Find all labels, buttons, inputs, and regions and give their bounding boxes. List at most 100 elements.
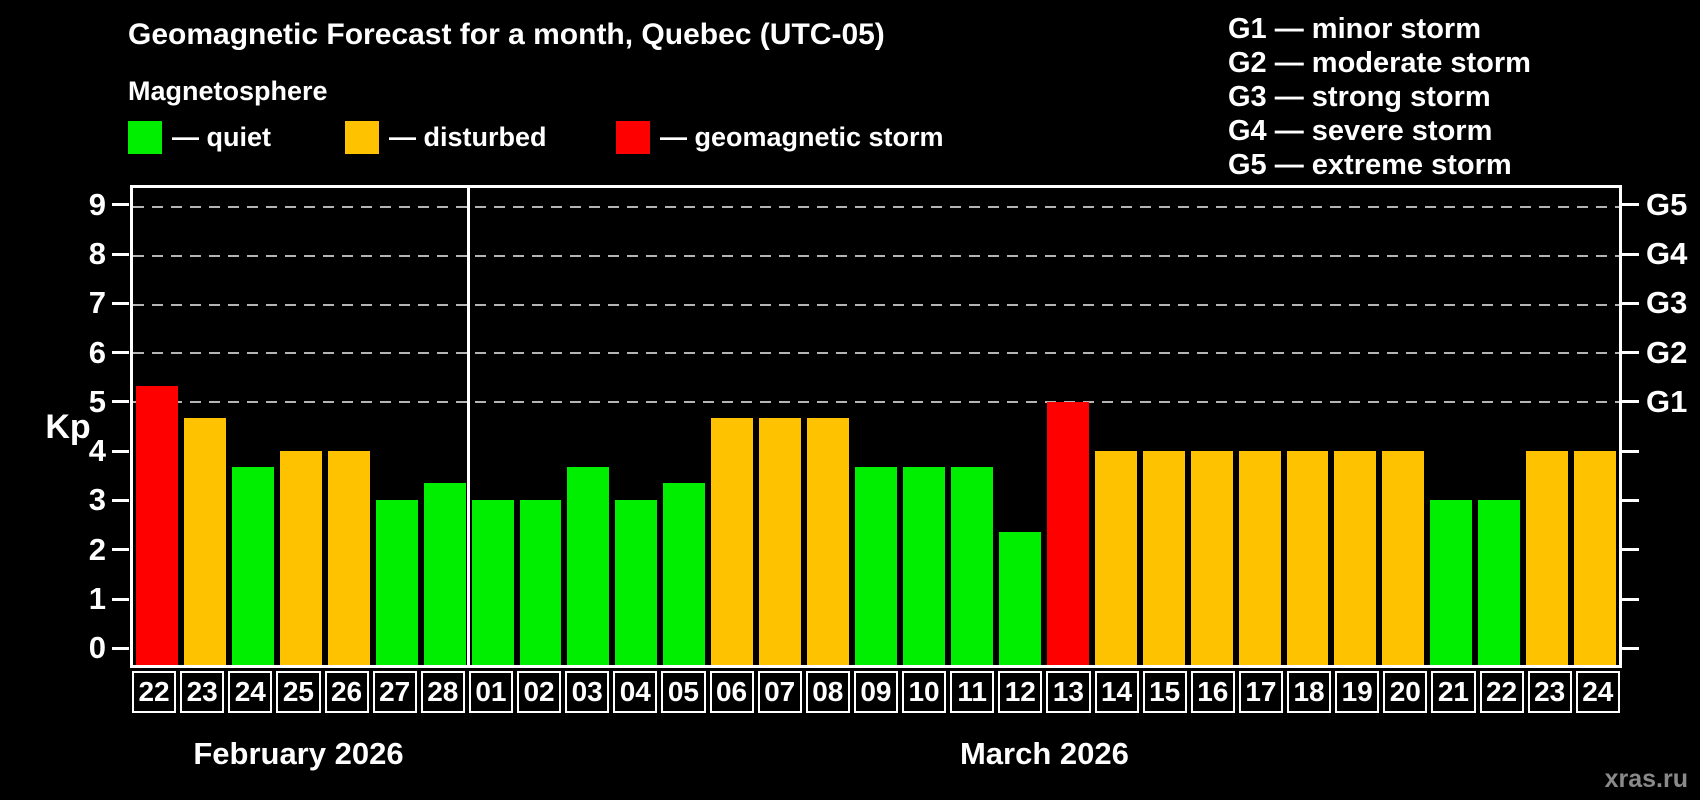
bar-day-14	[1094, 450, 1137, 665]
gridline-kp5	[133, 401, 1619, 404]
right-tick-6	[1622, 351, 1639, 355]
y-tick-3	[112, 498, 129, 502]
y-tick-label-8: 8	[88, 236, 106, 271]
right-axis-label-G3: G3	[1646, 285, 1688, 321]
bar-slot-23	[181, 188, 229, 665]
right-tick-7	[1622, 301, 1639, 305]
y-tick-label-2: 2	[88, 531, 106, 567]
date-cell-mar-09: 09	[853, 671, 898, 713]
y-tick-0	[112, 646, 129, 650]
bar-day-10	[903, 466, 945, 665]
date-cell-feb-23: 23	[180, 671, 225, 713]
bar-day-05	[663, 483, 706, 665]
plot-area	[130, 185, 1622, 668]
y-tick-label-5: 5	[88, 383, 106, 419]
bar-day-27	[375, 499, 418, 665]
right-axis-label-G4: G4	[1646, 236, 1688, 271]
date-cell-mar-15: 15	[1142, 671, 1187, 713]
date-cell-mar-03: 03	[565, 671, 610, 713]
g-scale-legend: G1 — minor storm G2 — moderate storm G3 — …	[1228, 12, 1531, 182]
bar-slot-28	[421, 188, 469, 665]
y-tick-5	[112, 400, 129, 404]
watermark: xras.ru	[1604, 765, 1688, 793]
bar-day-17	[1238, 450, 1281, 665]
bar-slot-18	[1284, 188, 1332, 665]
date-cell-mar-04: 04	[613, 671, 658, 713]
bar-day-28	[423, 483, 466, 665]
date-cell-mar-10: 10	[902, 671, 947, 713]
legend-label-disturbed: — disturbed	[389, 121, 547, 152]
bar-day-19	[1334, 450, 1377, 665]
date-cell-mar-18: 18	[1287, 671, 1332, 713]
date-cell-feb-22: 22	[132, 671, 177, 713]
x-axis-date-row: 22 23 24 25 26 27 28 01 02 03 04 05 06 07 08 09 10 11 12 13…	[130, 671, 1622, 713]
bar-slot-14	[1092, 188, 1140, 665]
date-cell-feb-25: 25	[276, 671, 321, 713]
y-tick-7	[112, 301, 129, 305]
date-cell-mar-14: 14	[1094, 671, 1139, 713]
date-cell-mar-17: 17	[1238, 671, 1283, 713]
date-cell-mar-11: 11	[950, 671, 995, 713]
g-scale-line-5: G5 — extreme storm	[1228, 149, 1512, 181]
y-tick-label-7: 7	[88, 285, 106, 321]
gridline-kp8	[133, 255, 1619, 258]
bar-day-11	[950, 466, 993, 665]
legend-item-quiet: — quiet	[128, 120, 271, 154]
g-scale-line-4: G4 — severe storm	[1228, 115, 1493, 147]
date-cell-mar-19: 19	[1335, 671, 1380, 713]
bar-slot-22	[1475, 188, 1523, 665]
g-scale-line-3: G3 — strong storm	[1228, 81, 1491, 113]
y-tick-4	[112, 449, 129, 453]
date-cell-mar-06: 06	[709, 671, 754, 713]
y-tick-label-1: 1	[88, 581, 106, 616]
bar-slot-22	[133, 188, 181, 665]
date-cell-mar-05: 05	[661, 671, 706, 713]
bar-slot-11	[948, 188, 996, 665]
bar-day-22	[1478, 499, 1521, 665]
bar-slot-02	[517, 188, 565, 665]
bar-slot-01	[469, 188, 517, 665]
right-tick-9	[1622, 203, 1639, 207]
quiet-swatch-icon	[128, 120, 162, 154]
bar-slot-09	[852, 188, 900, 665]
bar-day-12	[998, 532, 1041, 665]
bar-slot-12	[996, 188, 1044, 665]
date-cell-mar-13: 13	[1046, 671, 1091, 713]
right-axis-label-G1: G1	[1646, 383, 1688, 419]
right-axis-label-G5: G5	[1646, 186, 1688, 222]
gridline-kp9	[133, 206, 1619, 209]
date-cell-feb-28: 28	[420, 671, 465, 713]
bar-day-16	[1190, 450, 1233, 665]
y-tick-9	[112, 203, 129, 207]
bar-slot-19	[1331, 188, 1379, 665]
bar-slot-24	[229, 188, 277, 665]
y-tick-8	[112, 252, 129, 256]
bar-slot-05	[660, 188, 708, 665]
bar-slot-27	[373, 188, 421, 665]
bar-day-25	[279, 450, 322, 665]
right-tick-1	[1622, 597, 1639, 601]
month-labels: February 2026 March 2026	[130, 736, 1622, 776]
bar-day-06	[711, 418, 754, 665]
legend-label-storm: — geomagnetic storm	[660, 121, 944, 152]
page-title: Geomagnetic Forecast for a month, Quebec…	[128, 18, 885, 51]
storm-swatch-icon	[616, 120, 650, 154]
legend-item-disturbed: — disturbed	[345, 120, 547, 154]
bar-day-07	[759, 418, 802, 665]
bar-day-03	[567, 466, 610, 665]
y-axis-title: Kp	[45, 408, 91, 446]
date-cell-mar-08: 08	[805, 671, 850, 713]
bar-day-18	[1286, 450, 1329, 665]
right-tick-8	[1622, 252, 1639, 256]
bar-day-15	[1142, 450, 1185, 665]
date-cell-mar-16: 16	[1190, 671, 1235, 713]
y-tick-label-4: 4	[88, 433, 106, 469]
date-cell-feb-27: 27	[372, 671, 417, 713]
legend-label-quiet: — quiet	[172, 121, 271, 152]
bar-day-20	[1382, 450, 1425, 665]
g-scale-line-2: G2 — moderate storm	[1228, 47, 1531, 79]
month-label-february: February 2026	[193, 736, 404, 771]
gridline-kp7	[133, 303, 1619, 306]
magnetosphere-subtitle: Magnetosphere	[128, 76, 328, 106]
